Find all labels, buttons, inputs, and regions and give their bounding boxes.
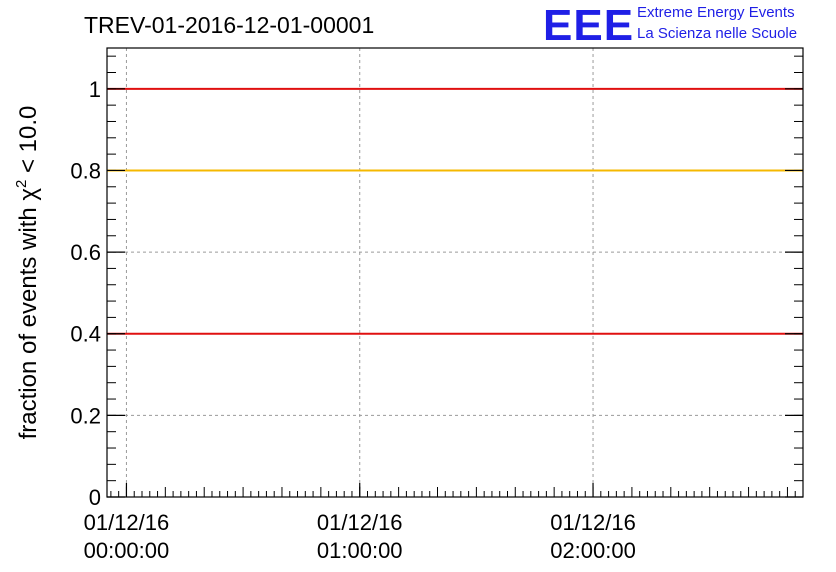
y-axis: 0 0.2 0.4 0.6 0.8 1 <box>70 55 803 510</box>
reference-lines <box>107 87 803 335</box>
y-axis-label-symbol: χ <box>15 188 42 201</box>
x-tick-time: 01:00:00 <box>317 538 403 563</box>
plot-frame <box>106 47 804 498</box>
y-axis-label-suffix: < 10.0 <box>15 106 42 180</box>
y-axis-label-prefix: fraction of events with <box>15 201 42 440</box>
y-tick-label: 0.4 <box>70 322 101 347</box>
chart-title: TREV-01-2016-12-01-00001 <box>84 12 374 38</box>
y-tick-label: 1 <box>89 77 101 102</box>
logo-line-2: La Scienza nelle Scuole <box>637 25 797 42</box>
y-tick-label: 0.2 <box>70 403 101 428</box>
logo-line-1: Extreme Energy Events <box>637 4 795 21</box>
x-tick-time: 00:00:00 <box>84 538 170 563</box>
y-tick-label: 0 <box>89 485 101 510</box>
x-tick-time: 02:00:00 <box>550 538 636 563</box>
x-tick-date: 01/12/16 <box>317 510 403 535</box>
y-axis-label: fraction of events with χ2 < 10.0 <box>13 106 42 440</box>
logo: EEE Extreme Energy Events La Scienza nel… <box>543 1 797 50</box>
x-axis: 01/12/16 00:00:00 01/12/16 01:00:00 01/12/16… <box>84 483 804 563</box>
y-axis-label-superscript: 2 <box>13 180 30 188</box>
y-tick-label: 0.6 <box>70 240 101 265</box>
logo-mark: EEE <box>543 1 634 50</box>
x-tick-date: 01/12/16 <box>84 510 170 535</box>
grid <box>107 48 803 497</box>
y-tick-label: 0.8 <box>70 158 101 183</box>
x-tick-date: 01/12/16 <box>550 510 636 535</box>
